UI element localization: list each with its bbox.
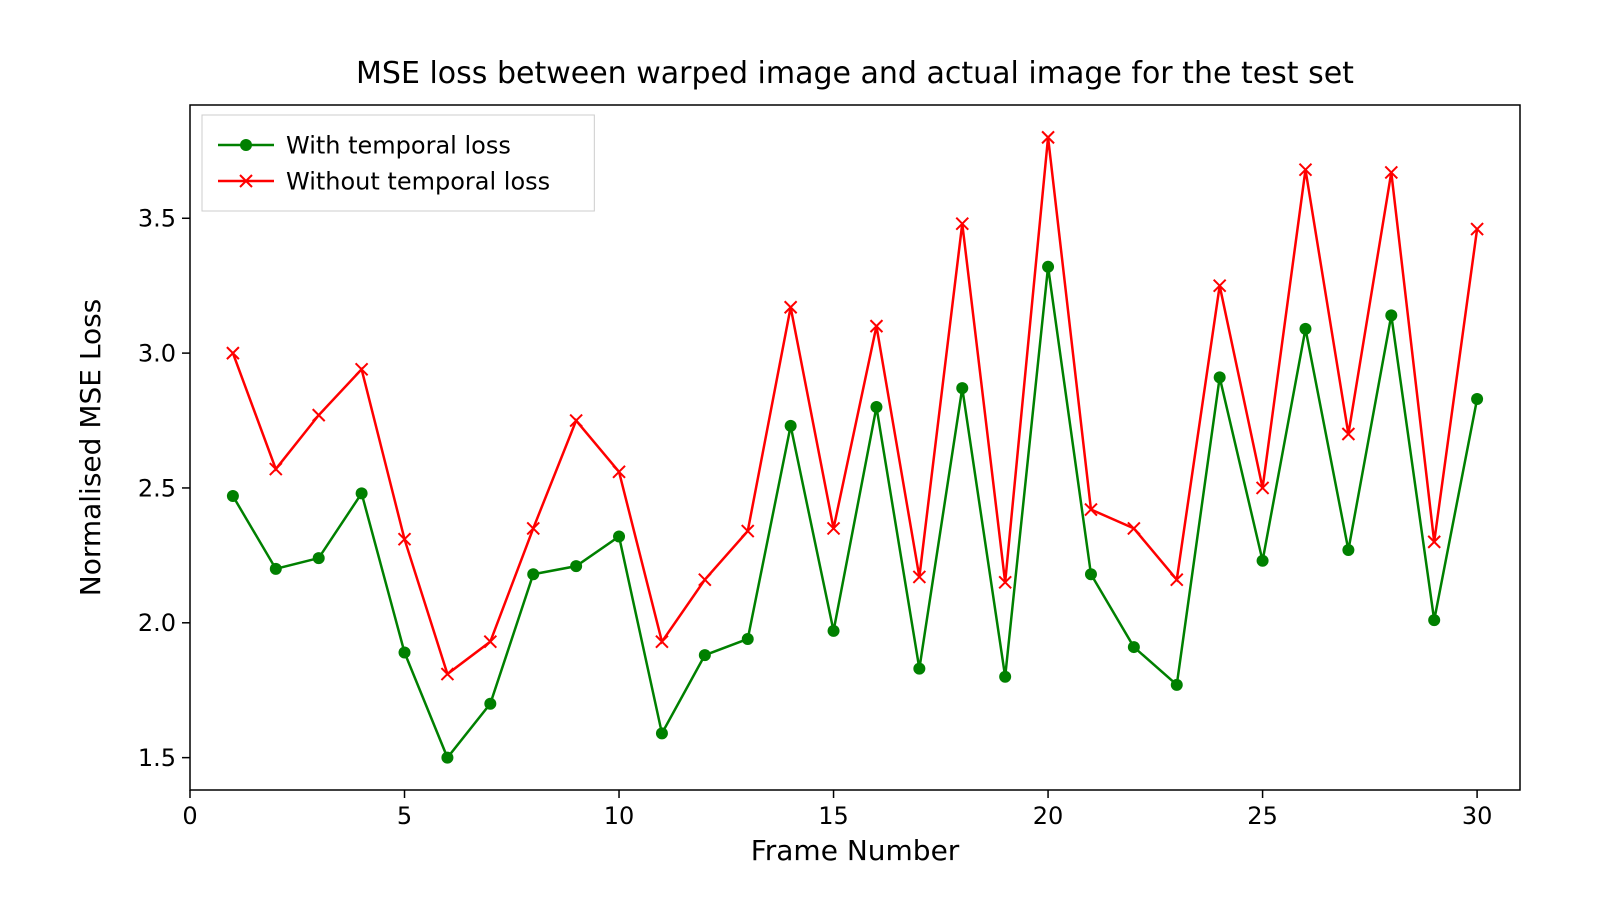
marker-circle — [1128, 641, 1140, 653]
marker-circle — [613, 530, 625, 542]
legend-label: Without temporal loss — [286, 167, 550, 195]
y-tick-label: 3.5 — [138, 205, 176, 233]
marker-circle — [1428, 614, 1440, 626]
chart-title: MSE loss between warped image and actual… — [356, 56, 1354, 91]
x-tick-label: 20 — [1033, 802, 1064, 830]
marker-circle — [313, 552, 325, 564]
marker-circle — [441, 752, 453, 764]
marker-circle — [742, 633, 754, 645]
marker-circle — [270, 563, 282, 575]
marker-circle — [870, 401, 882, 413]
marker-circle — [656, 727, 668, 739]
marker-circle — [913, 663, 925, 675]
y-tick-label: 2.5 — [138, 474, 176, 502]
marker-circle — [956, 382, 968, 394]
marker-circle — [1257, 555, 1269, 567]
x-tick-label: 5 — [397, 802, 412, 830]
x-axis-label: Frame Number — [751, 834, 960, 867]
x-tick-label: 0 — [182, 802, 197, 830]
marker-circle — [1171, 679, 1183, 691]
x-tick-label: 30 — [1462, 802, 1493, 830]
marker-circle — [399, 646, 411, 658]
chart-container: 0 5 10 15 20 25 30 1.5 2.0 2.5 3.0 3.5 Frame Number N… — [0, 0, 1600, 900]
marker-circle — [828, 625, 840, 637]
marker-circle — [999, 671, 1011, 683]
marker-circle — [570, 560, 582, 572]
marker-circle — [1299, 323, 1311, 335]
marker-circle — [1042, 261, 1054, 273]
marker-circle — [1471, 393, 1483, 405]
y-axis-label: Normalised MSE Loss — [74, 299, 107, 597]
marker-circle — [1342, 544, 1354, 556]
marker-circle — [1385, 309, 1397, 321]
x-tick-label: 15 — [818, 802, 849, 830]
marker-circle — [527, 568, 539, 580]
marker-circle — [484, 698, 496, 710]
x-tick-label: 25 — [1247, 802, 1278, 830]
marker-circle — [699, 649, 711, 661]
y-tick-label: 2.0 — [138, 609, 176, 637]
marker-circle — [785, 420, 797, 432]
marker-circle — [1085, 568, 1097, 580]
marker-circle — [356, 487, 368, 499]
legend-box — [202, 115, 594, 211]
legend-marker-circle — [240, 139, 252, 151]
marker-circle — [227, 490, 239, 502]
y-tick-label: 3.0 — [138, 340, 176, 368]
x-tick-label: 10 — [604, 802, 635, 830]
y-tick-label: 1.5 — [138, 744, 176, 772]
mse-loss-line-chart: 0 5 10 15 20 25 30 1.5 2.0 2.5 3.0 3.5 Frame Number N… — [0, 0, 1600, 900]
legend-label: With temporal loss — [286, 131, 511, 159]
marker-circle — [1214, 371, 1226, 383]
